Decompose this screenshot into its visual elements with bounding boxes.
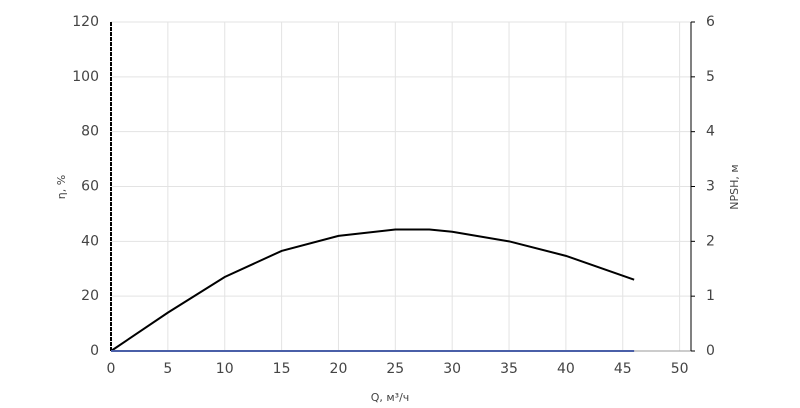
y2-axis-label: NPSH, м xyxy=(728,164,741,209)
y-tick-label: 80 xyxy=(81,124,99,140)
x-tick-label: 45 xyxy=(614,361,632,377)
x-tick-label: 10 xyxy=(216,361,234,377)
y-tick-label: 120 xyxy=(72,14,99,30)
y2-tick-label: 2 xyxy=(706,233,715,249)
x-tick-label: 20 xyxy=(330,361,348,377)
y2-tick-label: 0 xyxy=(706,343,715,359)
y-tick-label: 60 xyxy=(81,179,99,195)
x-tick-label: 40 xyxy=(557,361,575,377)
y2-tick-label: 1 xyxy=(706,288,715,304)
y2-tick-label: 4 xyxy=(706,124,715,140)
x-tick-label: 5 xyxy=(163,361,172,377)
x-tick-label: 30 xyxy=(443,361,461,377)
x-tick-label: 25 xyxy=(386,361,404,377)
x-tick-label: 50 xyxy=(671,361,689,377)
y2-tick-label: 3 xyxy=(706,179,715,195)
x-axis-label: Q, м³/ч xyxy=(371,391,410,404)
y2-tick-label: 5 xyxy=(706,69,715,85)
y-tick-label: 0 xyxy=(90,343,99,359)
y2-tick-label: 6 xyxy=(706,14,715,30)
y-tick-label: 100 xyxy=(72,69,99,85)
series-line xyxy=(110,228,635,352)
y-tick-label: 20 xyxy=(81,288,99,304)
x-tick-label: 15 xyxy=(273,361,291,377)
y-tick-label: 40 xyxy=(81,233,99,249)
x-tick-label: 35 xyxy=(500,361,518,377)
x-tick-label: 0 xyxy=(107,361,116,377)
y-axis-label: η, % xyxy=(55,175,68,199)
